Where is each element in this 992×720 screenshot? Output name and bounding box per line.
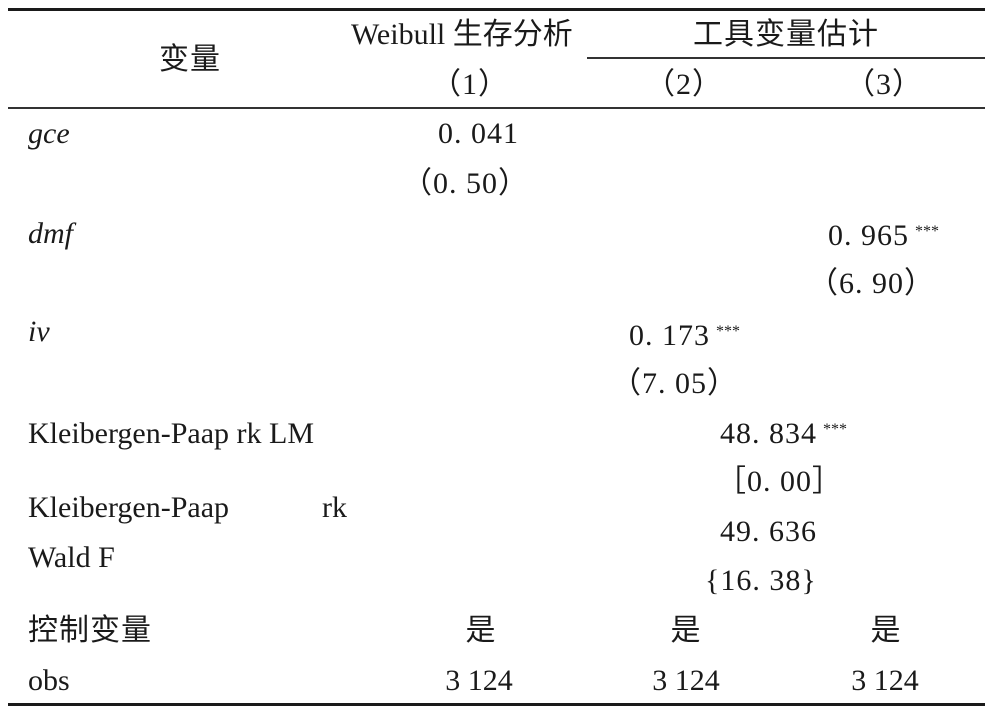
column-header-1: （1） [431,68,509,101]
row-label-kp-lm: Kleibergen-Paap rk LM [28,417,315,450]
kp-lm-value: 48. 834 *** [720,417,847,450]
controls-col1: 是 [465,614,497,647]
group-header-iv: 工具变量估计 [693,18,879,51]
obs-col3: 3 124 [851,664,919,697]
kp-wald-value: 49. 636 [720,515,817,548]
variable-header: 变量 [159,43,221,76]
row-label-dmf: dmf [28,217,73,250]
kp-lm-pvalue: ［0. 00］ [716,465,843,498]
gce-tstat-col1: （0. 50） [402,167,529,200]
row-label-kp-wald-line1: Kleibergen-Paap [28,491,230,524]
row-label-kp-wald-line2: Wald F [28,541,115,574]
column-header-3: （3） [845,68,923,101]
controls-col3: 是 [870,614,902,647]
iv-tstat-col2: （7. 05） [611,367,738,400]
group-rule [587,57,985,59]
obs-col2: 3 124 [652,664,720,697]
kp-wald-critical: {16. 38} [705,564,817,597]
header-rule [8,107,985,109]
iv-coef-col2: 0. 173 *** [629,319,740,352]
obs-col1: 3 124 [445,664,513,697]
row-label-gce: gce [28,117,70,150]
dmf-tstat-col3: （6. 90） [808,267,935,300]
row-label-obs: obs [28,664,70,697]
group-header-weibull: Weibull 生存分析 [351,18,573,51]
row-label-controls: 控制变量 [28,614,152,647]
bottom-rule [8,703,985,706]
significance-stars: *** [915,223,939,240]
top-rule [8,8,985,11]
dmf-coef-col3: 0. 965 *** [828,219,939,252]
significance-stars: *** [716,323,740,340]
row-label-kp-wald-rk: rk [322,491,347,524]
column-header-2: （2） [645,68,723,101]
gce-coef-col1: 0. 041 [438,117,519,150]
row-label-iv: iv [28,315,50,348]
controls-col2: 是 [670,614,702,647]
significance-stars: *** [823,421,847,438]
